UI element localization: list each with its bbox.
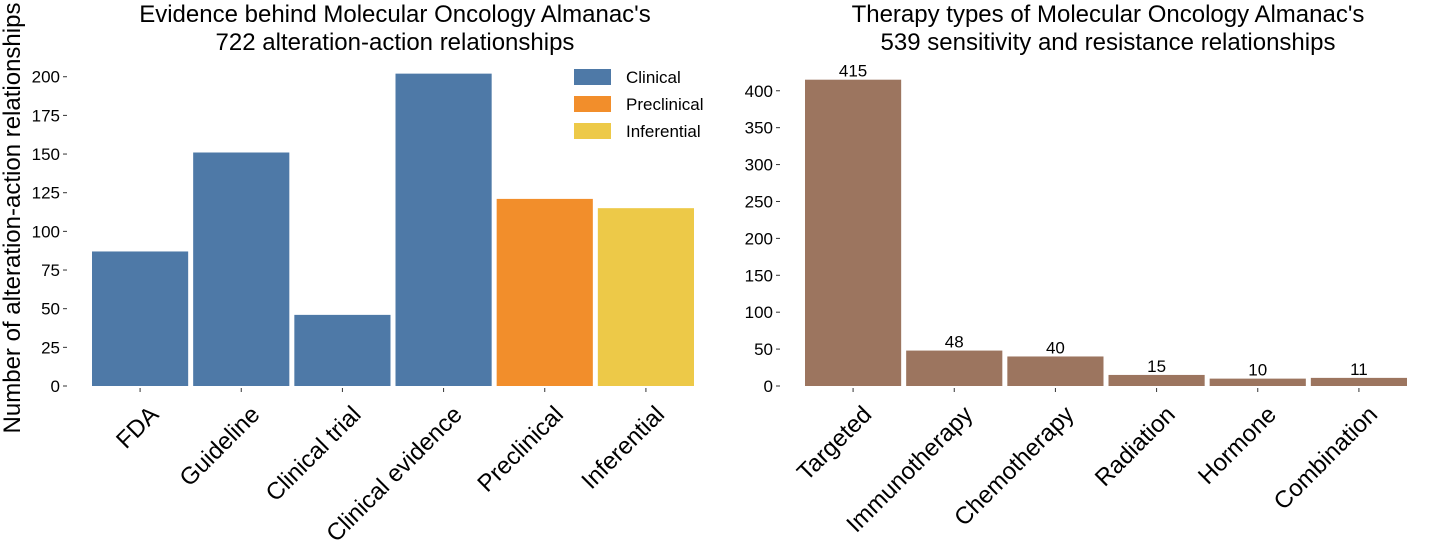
evidence-y-tick-label: 125 — [32, 184, 60, 203]
x-tick-label-preclinical: Preclinical — [472, 401, 568, 497]
legend-label-preclinical: Preclinical — [626, 95, 703, 114]
x-tick-label-guideline: Guideline — [175, 401, 266, 492]
therapy-y-tick-label: 0 — [764, 377, 773, 396]
bar-clinical-trial — [294, 314, 391, 386]
evidence-y-tick-label: 0 — [51, 377, 60, 396]
therapy-chart: Therapy types of Molecular Oncology Alma… — [745, 1, 1407, 538]
evidence-chart-title-line-1: Evidence behind Molecular Oncology Alman… — [139, 1, 651, 28]
bar-fda — [92, 251, 189, 386]
x-tick-label-targeted: Targeted — [792, 401, 877, 486]
therapy-y-tick-label: 400 — [745, 82, 773, 101]
data-label-radiation: 15 — [1147, 357, 1166, 376]
therapy-y-tick-label: 50 — [754, 340, 773, 359]
therapy-y-tick-label: 200 — [745, 229, 773, 248]
evidence-y-tick-label: 150 — [32, 145, 60, 164]
legend-swatch-clinical — [574, 69, 611, 85]
evidence-y-tick-label: 175 — [32, 106, 60, 125]
therapy-chart-title-line-2: 539 sensitivity and resistance relations… — [881, 29, 1336, 56]
data-label-targeted: 415 — [839, 62, 867, 81]
legend-swatch-preclinical — [574, 96, 611, 112]
y-axis-label: Number of alteration-action relationship… — [0, 3, 26, 434]
data-label-hormone: 10 — [1248, 361, 1267, 380]
legend-swatch-inferential — [574, 123, 611, 139]
bar-combination — [1310, 377, 1407, 386]
evidence-y-tick-label: 100 — [32, 222, 60, 241]
evidence-chart: Evidence behind Molecular Oncology Alman… — [32, 1, 704, 545]
evidence-y-tick-label: 25 — [41, 338, 60, 357]
therapy-chart-title-line-1: Therapy types of Molecular Oncology Alma… — [852, 1, 1365, 28]
legend-label-inferential: Inferential — [626, 122, 701, 141]
evidence-chart-title-line-2: 722 alteration-action relationships — [216, 29, 575, 56]
bar-radiation — [1108, 374, 1205, 386]
data-label-immunotherapy: 48 — [945, 333, 964, 352]
therapy-y-tick-label: 300 — [745, 156, 773, 175]
bar-guideline — [193, 152, 290, 386]
x-tick-label-fda: FDA — [111, 401, 164, 454]
therapy-y-tick-label: 100 — [745, 303, 773, 322]
legend-label-clinical: Clinical — [626, 68, 681, 87]
bar-preclinical — [496, 198, 593, 386]
x-tick-label-radiation: Radiation — [1090, 401, 1181, 492]
bar-immunotherapy — [906, 350, 1003, 386]
bar-clinical-evidence — [395, 73, 492, 386]
bar-targeted — [805, 79, 902, 386]
evidence-y-tick-label: 75 — [41, 261, 60, 280]
x-tick-label-clinical-trial: Clinical trial — [261, 401, 367, 507]
therapy-y-tick-label: 150 — [745, 266, 773, 285]
bar-inferential — [597, 208, 694, 386]
evidence-y-tick-label: 200 — [32, 68, 60, 87]
data-label-combination: 11 — [1350, 360, 1368, 379]
therapy-y-tick-label: 350 — [745, 119, 773, 138]
evidence-y-tick-label: 50 — [41, 300, 60, 319]
data-label-chemotherapy: 40 — [1046, 338, 1065, 357]
x-tick-label-inferential: Inferential — [576, 401, 670, 495]
bar-hormone — [1209, 378, 1306, 386]
therapy-y-tick-label: 250 — [745, 192, 773, 211]
x-tick-label-hormone: Hormone — [1193, 401, 1282, 490]
x-tick-label-combination: Combination — [1269, 401, 1383, 515]
bar-chemotherapy — [1007, 356, 1104, 386]
